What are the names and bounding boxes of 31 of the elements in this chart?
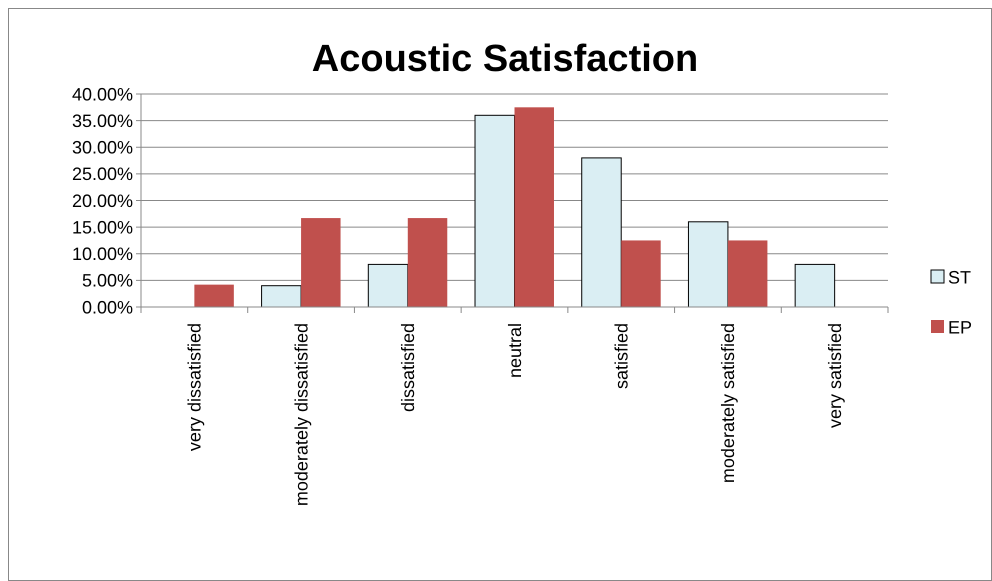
y-tick-label: 25.00%	[72, 164, 133, 184]
legend-label: ST	[948, 267, 972, 288]
y-tick-label: 10.00%	[72, 244, 133, 264]
x-tick-label: moderately satisfied	[718, 323, 738, 484]
chart-title: Acoustic Satisfaction	[312, 38, 698, 80]
bar	[261, 285, 302, 308]
bar	[301, 218, 341, 307]
bar	[688, 221, 728, 308]
y-tick-label: 20.00%	[72, 190, 133, 211]
bar	[408, 218, 448, 307]
x-tick-label: moderately dissatisfied	[291, 323, 312, 506]
y-tick-label: 35.00%	[72, 110, 133, 131]
y-tick-label: 0.00%	[82, 297, 133, 318]
bar	[581, 157, 622, 308]
bar	[794, 264, 836, 308]
bar	[368, 264, 408, 308]
y-tick-label: 40.00%	[72, 84, 133, 104]
bar	[474, 114, 515, 308]
bar	[194, 284, 234, 307]
x-tick-label: satisfied	[612, 323, 632, 390]
x-tick-label: neutral	[504, 323, 525, 378]
y-tick-label: 15.00%	[72, 217, 133, 238]
bar	[514, 107, 554, 307]
x-tick-label: very dissatisfied	[184, 323, 205, 452]
bar	[621, 240, 661, 307]
x-tick-label: dissatisfied	[398, 323, 418, 412]
legend-label: EP	[948, 317, 972, 338]
y-tick-label: 5.00%	[82, 270, 133, 291]
y-tick-label: 30.00%	[72, 138, 133, 158]
x-tick-label: very satisfied	[824, 323, 845, 428]
bar	[728, 240, 768, 307]
